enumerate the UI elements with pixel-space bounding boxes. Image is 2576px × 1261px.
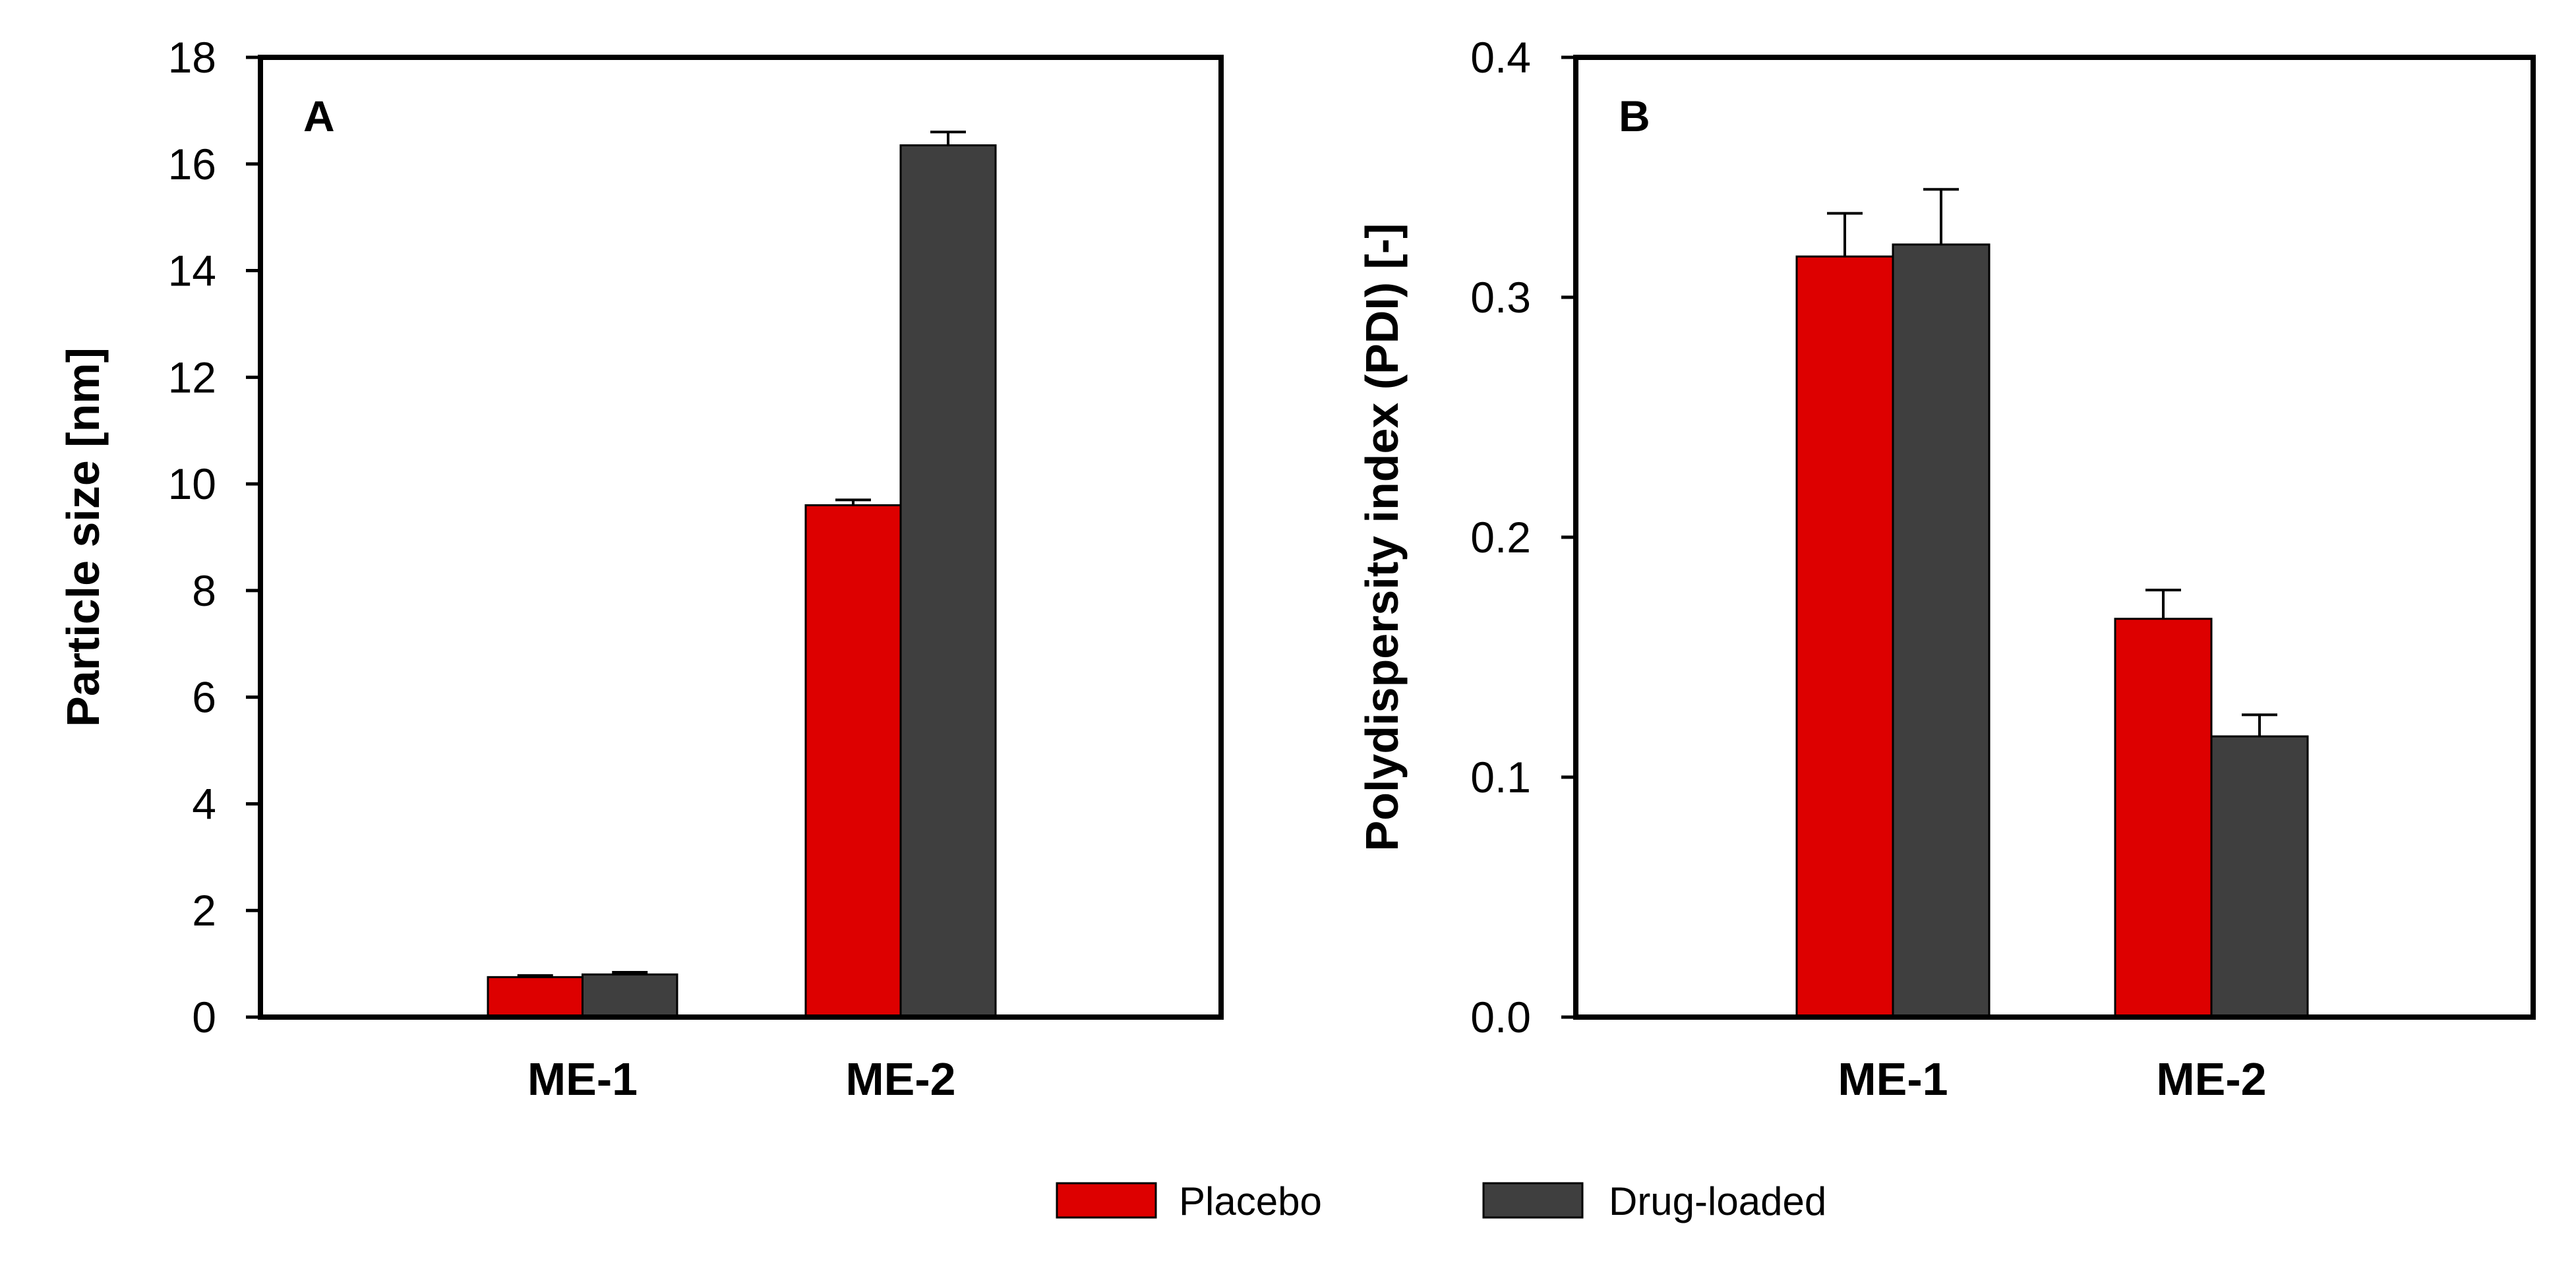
x-tick-label: ME-2 bbox=[845, 1053, 955, 1105]
error-bar-drug-loaded-me-2 bbox=[930, 131, 966, 146]
y-tick-label: 0.4 bbox=[1470, 33, 1531, 82]
x-tick-label: ME-1 bbox=[1838, 1053, 1948, 1105]
bar-placebo-me-1 bbox=[1795, 255, 1894, 1018]
y-axis-title: Polydispersity index (PDI) [-] bbox=[1356, 223, 1408, 852]
y-tick-label: 2 bbox=[192, 886, 216, 935]
bar-placebo-me-2 bbox=[804, 504, 902, 1018]
y-tick-label: 10 bbox=[168, 459, 216, 508]
y-tick-label: 0.2 bbox=[1470, 513, 1531, 562]
y-tick-label: 16 bbox=[168, 140, 216, 189]
panel-label: B bbox=[1619, 92, 1650, 140]
plot-frame bbox=[258, 55, 1224, 1020]
y-tick-label: 8 bbox=[192, 566, 216, 615]
error-bar-drug-loaded-me-1 bbox=[612, 971, 648, 975]
x-tick-label: ME-1 bbox=[527, 1053, 638, 1105]
y-tick-label: 18 bbox=[168, 33, 216, 82]
error-bar-placebo-me-1 bbox=[517, 974, 553, 978]
y-axis-title: Particle size [nm] bbox=[57, 347, 109, 727]
plot-frame bbox=[1573, 55, 2536, 1020]
y-tick-label: 0.0 bbox=[1470, 993, 1531, 1041]
legend: Placebo Drug-loaded bbox=[1056, 1179, 1826, 1223]
y-tick-label: 0.3 bbox=[1470, 273, 1531, 322]
error-bar-placebo-me-2 bbox=[835, 498, 871, 506]
y-tick-label: 12 bbox=[168, 353, 216, 401]
panel-a-chart: ME-1 ME-2 0 2 4 6 8 10 12 14 16 18 Particle size [nm… bbox=[57, 33, 1224, 1105]
error-bar-placebo-me-2 bbox=[2145, 589, 2181, 619]
bar-placebo-me-2 bbox=[2114, 618, 2213, 1018]
error-bar-placebo-me-1 bbox=[1827, 212, 1863, 257]
x-tick-label: ME-2 bbox=[2156, 1053, 2266, 1105]
legend-label-drug-loaded: Drug-loaded bbox=[1609, 1179, 1826, 1223]
y-tick-label: 0.1 bbox=[1470, 753, 1531, 802]
bar-drug-loaded-me-2 bbox=[2210, 735, 2309, 1018]
bar-drug-loaded-me-1 bbox=[1892, 243, 1991, 1018]
y-tick-label: 14 bbox=[168, 247, 216, 295]
panel-b-chart: ME-1 ME-2 0.0 0.1 0.2 0.3 0.4 Polydispersity in… bbox=[1356, 33, 2536, 1105]
error-bar-drug-loaded-me-1 bbox=[1923, 188, 1959, 245]
y-tick-label: 0 bbox=[192, 993, 216, 1041]
legend-label-placebo: Placebo bbox=[1179, 1179, 1322, 1223]
error-bar-drug-loaded-me-2 bbox=[2242, 713, 2277, 737]
bar-placebo-me-1 bbox=[487, 976, 584, 1018]
panel-label: A bbox=[303, 92, 335, 140]
bar-drug-loaded-me-2 bbox=[899, 144, 997, 1018]
legend-swatch-drug-loaded bbox=[1482, 1182, 1584, 1219]
y-tick-label: 4 bbox=[192, 779, 216, 828]
y-tick-label: 6 bbox=[192, 673, 216, 722]
legend-swatch-placebo bbox=[1056, 1182, 1157, 1219]
bar-drug-loaded-me-1 bbox=[582, 973, 678, 1018]
